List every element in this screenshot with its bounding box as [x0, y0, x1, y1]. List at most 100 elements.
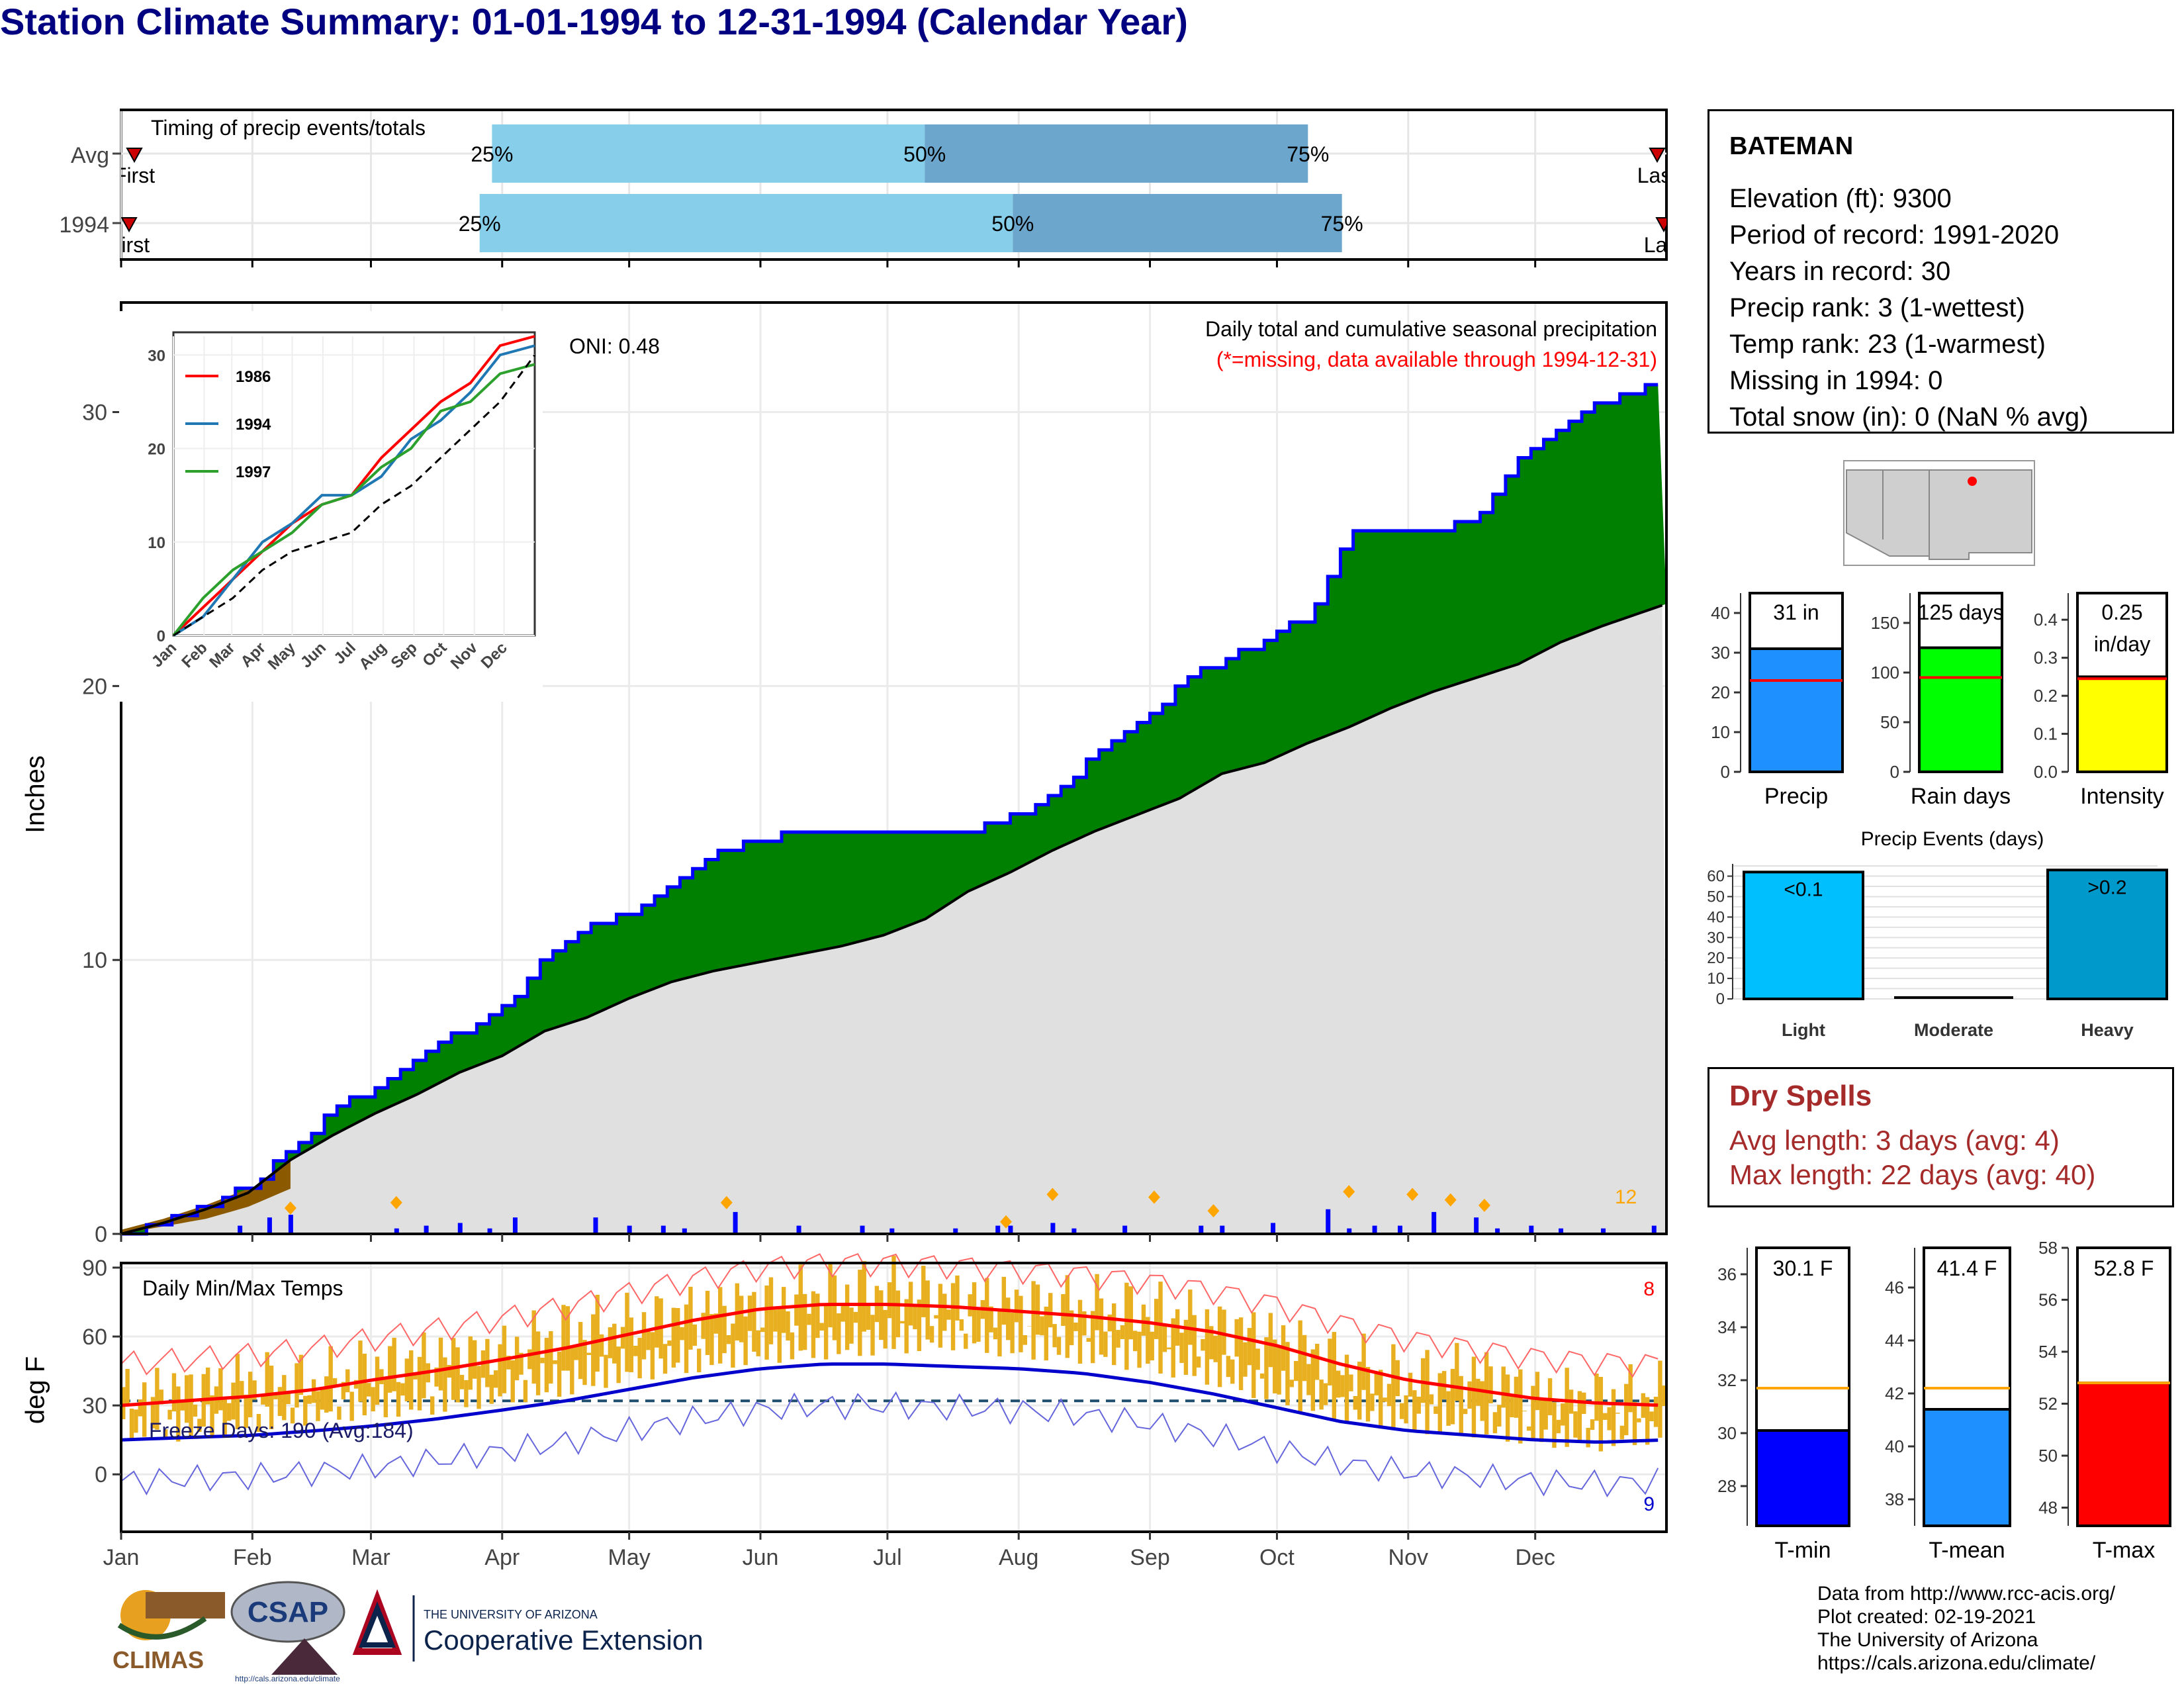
daily-precip-bar	[1008, 1225, 1013, 1234]
daily-temp-range	[913, 1304, 917, 1330]
month-label: Mar	[351, 1545, 390, 1570]
summary-category-label: T-mean	[1929, 1538, 2005, 1563]
daily-temp-range	[1391, 1344, 1396, 1429]
daily-temp-range	[1420, 1358, 1426, 1403]
inset-legend-label: 1997	[236, 463, 271, 481]
daily-temp-range	[1476, 1378, 1480, 1406]
events-bar-label: <0.1	[1784, 878, 1823, 900]
daily-temp-range	[1226, 1356, 1231, 1378]
daily-temp-range	[946, 1309, 951, 1320]
daily-temp-range	[472, 1340, 477, 1379]
daily-temp-range	[383, 1379, 388, 1417]
daily-temp-range	[240, 1381, 244, 1398]
summary-value-label: 41.4 F	[1937, 1256, 1997, 1280]
timing-bar-q50-q75	[1013, 194, 1342, 252]
daily-temp-range	[371, 1387, 375, 1412]
temp-ytick-label: 0	[95, 1462, 107, 1487]
daily-temp-range	[298, 1354, 304, 1395]
daily-precip-bar	[796, 1225, 801, 1234]
summary-ytick-label: 100	[1871, 663, 1899, 682]
precip-events-chart: Precip Events (days) 0 10 20 30 40 50 60 <0.1 Li…	[1707, 828, 2168, 1040]
daily-temp-range	[629, 1317, 634, 1373]
daily-temp-range	[692, 1324, 698, 1346]
daily-temp-range	[1259, 1373, 1265, 1379]
daily-temp-range	[180, 1401, 185, 1411]
daily-temp-range	[519, 1352, 523, 1375]
daily-precip-bar	[512, 1217, 518, 1234]
daily-temp-range	[655, 1296, 659, 1348]
daily-temp-range	[1111, 1303, 1116, 1366]
daily-temp-range	[904, 1299, 909, 1354]
daily-temp-range	[688, 1286, 693, 1350]
daily-temp-range	[438, 1337, 443, 1391]
daily-temp-range	[1251, 1312, 1256, 1398]
month-label: Nov	[1388, 1545, 1428, 1570]
daily-temp-range	[802, 1293, 807, 1350]
freeze-days-label: Freeze Days: 190 (Avg:184)	[149, 1419, 414, 1442]
daily-precip-bar	[1529, 1225, 1534, 1234]
summary-category-label: T-min	[1775, 1538, 1831, 1563]
daily-temp-range	[1124, 1282, 1129, 1370]
daily-precip-bar	[457, 1223, 463, 1234]
daily-temp-range	[489, 1374, 494, 1404]
daily-temp-range	[1319, 1380, 1324, 1410]
daily-temp-range	[1167, 1347, 1171, 1350]
daily-temp-range	[891, 1256, 896, 1349]
daily-temp-range	[197, 1419, 202, 1432]
last-event-marker	[1649, 148, 1666, 164]
summary-category-label: Rain days	[1911, 784, 2011, 809]
daily-temp-range	[155, 1368, 159, 1430]
avg-max-line	[120, 1302, 1659, 1407]
daily-temp-range	[1505, 1374, 1510, 1442]
daily-temp-range	[337, 1406, 341, 1420]
daily-temp-range	[870, 1315, 875, 1356]
daily-temp-range	[773, 1309, 778, 1332]
daily-temp-range	[713, 1313, 719, 1334]
daily-temp-range	[883, 1309, 887, 1349]
daily-temp-range	[193, 1404, 198, 1417]
daily-temp-range	[786, 1311, 790, 1341]
daily-temp-range	[125, 1368, 130, 1406]
daily-temp-range	[163, 1429, 168, 1438]
daily-temp-range	[277, 1387, 283, 1417]
daily-temp-range	[747, 1295, 752, 1331]
events-bar-heavy	[2046, 868, 2168, 1001]
inset-ytick-label: 0	[157, 628, 165, 645]
daily-temp-range	[1344, 1354, 1349, 1424]
daily-precip-bar	[1601, 1228, 1606, 1234]
temp-chart: 0 30 60 90 Jan Feb Mar Apr May Jun Jul Aug Sep Oct Nov…	[82, 1252, 1668, 1570]
daily-temp-range	[535, 1331, 541, 1395]
daily-temp-range	[1183, 1319, 1189, 1375]
precip-ytick-label: 10	[82, 948, 107, 973]
daily-precip-bar	[889, 1228, 895, 1234]
events-category-label: Heavy	[2081, 1020, 2134, 1040]
daily-temp-range	[917, 1299, 922, 1352]
precip-daily-bars	[238, 1185, 1657, 1234]
daily-temp-range	[1006, 1297, 1011, 1340]
daily-temp-range	[269, 1365, 274, 1430]
inset-ytick-label: 10	[148, 534, 165, 552]
daily-temp-range	[709, 1314, 714, 1366]
daily-temp-range	[1365, 1367, 1371, 1422]
daily-temp-range	[307, 1395, 312, 1404]
daily-temp-range	[950, 1283, 956, 1350]
daily-temp-range	[1332, 1332, 1337, 1421]
daily-temp-range	[468, 1336, 473, 1390]
daily-temp-range	[1543, 1399, 1548, 1430]
summary-ytick-label: 40	[1885, 1436, 1904, 1456]
daily-temp-range	[557, 1351, 562, 1397]
daily-temp-range	[1624, 1383, 1629, 1436]
daily-temp-range	[662, 1344, 668, 1374]
daily-temp-range	[261, 1395, 265, 1405]
temp-lines	[120, 1252, 1659, 1498]
daily-temp-range	[159, 1389, 163, 1405]
daily-temp-range	[1238, 1317, 1244, 1390]
daily-temp-range	[1069, 1310, 1074, 1346]
daily-temp-range	[413, 1372, 418, 1380]
climas-text: CLIMAS	[113, 1646, 204, 1673]
daily-precip-bar	[1271, 1223, 1276, 1234]
timing-bar-q50-q75	[925, 124, 1308, 183]
daily-temp-range	[641, 1312, 647, 1360]
daily-temp-range	[815, 1293, 820, 1338]
first-event-marker	[126, 148, 143, 164]
